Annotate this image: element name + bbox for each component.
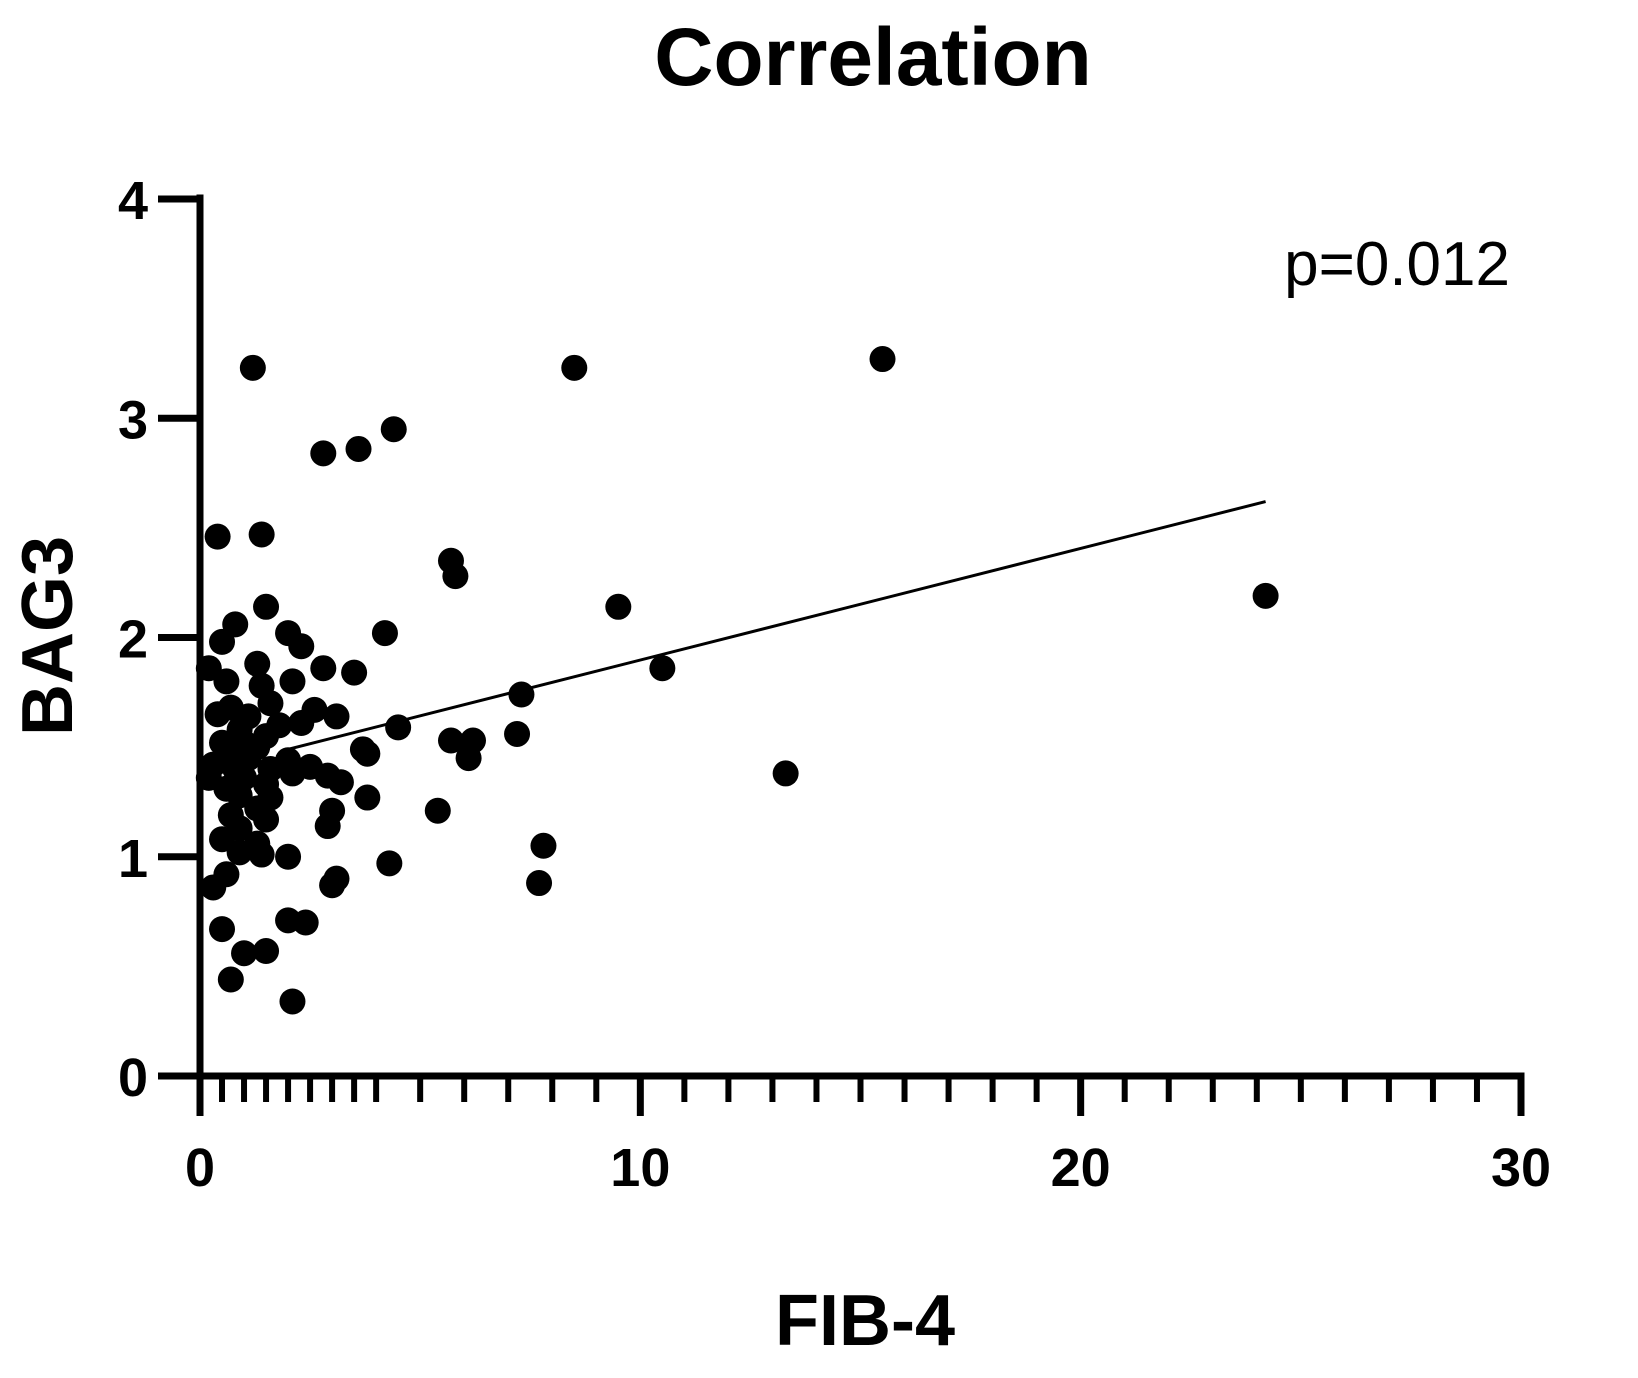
- x-tick-label: 0: [185, 1138, 215, 1198]
- data-point: [385, 714, 412, 741]
- data-point: [244, 650, 271, 677]
- data-point: [371, 620, 398, 647]
- data-point: [327, 769, 354, 796]
- data-point: [279, 760, 306, 787]
- data-point: [257, 690, 284, 717]
- y-tick-label: 0: [118, 1048, 148, 1108]
- data-point: [217, 966, 244, 993]
- data-point: [248, 521, 275, 548]
- y-tick-label: 3: [118, 390, 148, 450]
- data-point: [209, 628, 236, 655]
- data-point: [200, 874, 227, 901]
- chart-title: Correlation: [654, 12, 1091, 103]
- data-point: [530, 832, 557, 859]
- y-tick-label: 2: [118, 610, 148, 670]
- data-point: [253, 938, 280, 965]
- data-point: [376, 850, 403, 877]
- data-point: [275, 843, 302, 870]
- data-point: [209, 916, 236, 943]
- data-point: [226, 839, 253, 866]
- data-point: [649, 655, 676, 682]
- regression-line: [287, 500, 1266, 751]
- data-point: [437, 727, 464, 754]
- data-point: [561, 354, 588, 381]
- p-value-annotation: p=0.012: [1284, 230, 1510, 299]
- data-point: [323, 703, 350, 730]
- x-tick-label: 20: [1051, 1138, 1111, 1198]
- data-point: [345, 435, 372, 462]
- data-point: [442, 563, 469, 590]
- data-point: [248, 841, 275, 868]
- data-point: [319, 872, 346, 899]
- data-point: [310, 440, 337, 467]
- data-point: [213, 668, 240, 695]
- data-point: [292, 909, 319, 936]
- y-tick-label: 4: [118, 171, 148, 231]
- data-point: [253, 593, 280, 620]
- data-point: [354, 784, 381, 811]
- data-point: [526, 870, 553, 897]
- data-point: [504, 720, 531, 747]
- data-point: [204, 523, 231, 550]
- data-point: [253, 806, 280, 833]
- data-point: [231, 940, 258, 967]
- data-point: [354, 740, 381, 767]
- x-tick-label: 30: [1491, 1138, 1551, 1198]
- data-points: [195, 346, 1279, 1015]
- data-point: [279, 988, 306, 1015]
- data-point: [605, 593, 632, 620]
- data-point: [279, 668, 306, 695]
- data-point: [314, 813, 341, 840]
- x-tick-label: 10: [610, 1138, 670, 1198]
- y-axis-label: BAG3: [8, 536, 88, 736]
- regression-line-group: [287, 500, 1266, 751]
- data-point: [772, 760, 799, 787]
- data-point: [455, 745, 482, 772]
- y-tick-label: 1: [118, 829, 148, 889]
- data-point: [288, 633, 315, 660]
- data-point: [1252, 582, 1279, 609]
- data-point: [288, 710, 315, 737]
- data-point: [310, 655, 337, 682]
- data-point: [341, 659, 368, 686]
- data-point: [204, 701, 231, 728]
- data-point: [239, 354, 266, 381]
- axes: 0 1 2 3 4 0 10 20 30: [118, 171, 1551, 1198]
- data-point: [869, 346, 896, 373]
- data-point: [508, 681, 535, 708]
- data-point: [424, 797, 451, 824]
- data-point: [380, 416, 407, 443]
- x-axis-label: FIB-4: [775, 1281, 955, 1361]
